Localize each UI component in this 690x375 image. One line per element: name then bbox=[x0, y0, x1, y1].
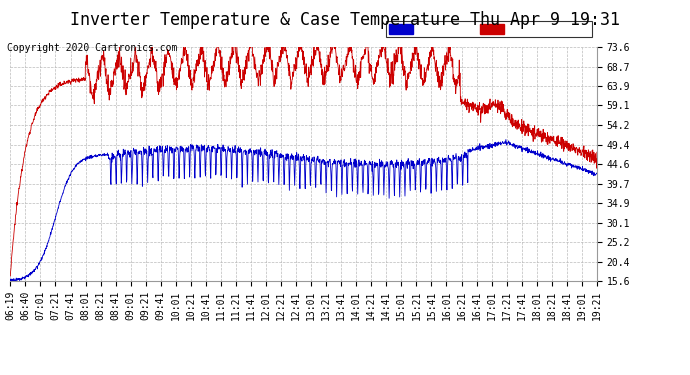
Text: Copyright 2020 Cartronics.com: Copyright 2020 Cartronics.com bbox=[7, 43, 177, 53]
Text: Inverter Temperature & Case Temperature Thu Apr 9 19:31: Inverter Temperature & Case Temperature … bbox=[70, 11, 620, 29]
Legend: Case  (°C), Inverter  (°C): Case (°C), Inverter (°C) bbox=[386, 21, 592, 38]
